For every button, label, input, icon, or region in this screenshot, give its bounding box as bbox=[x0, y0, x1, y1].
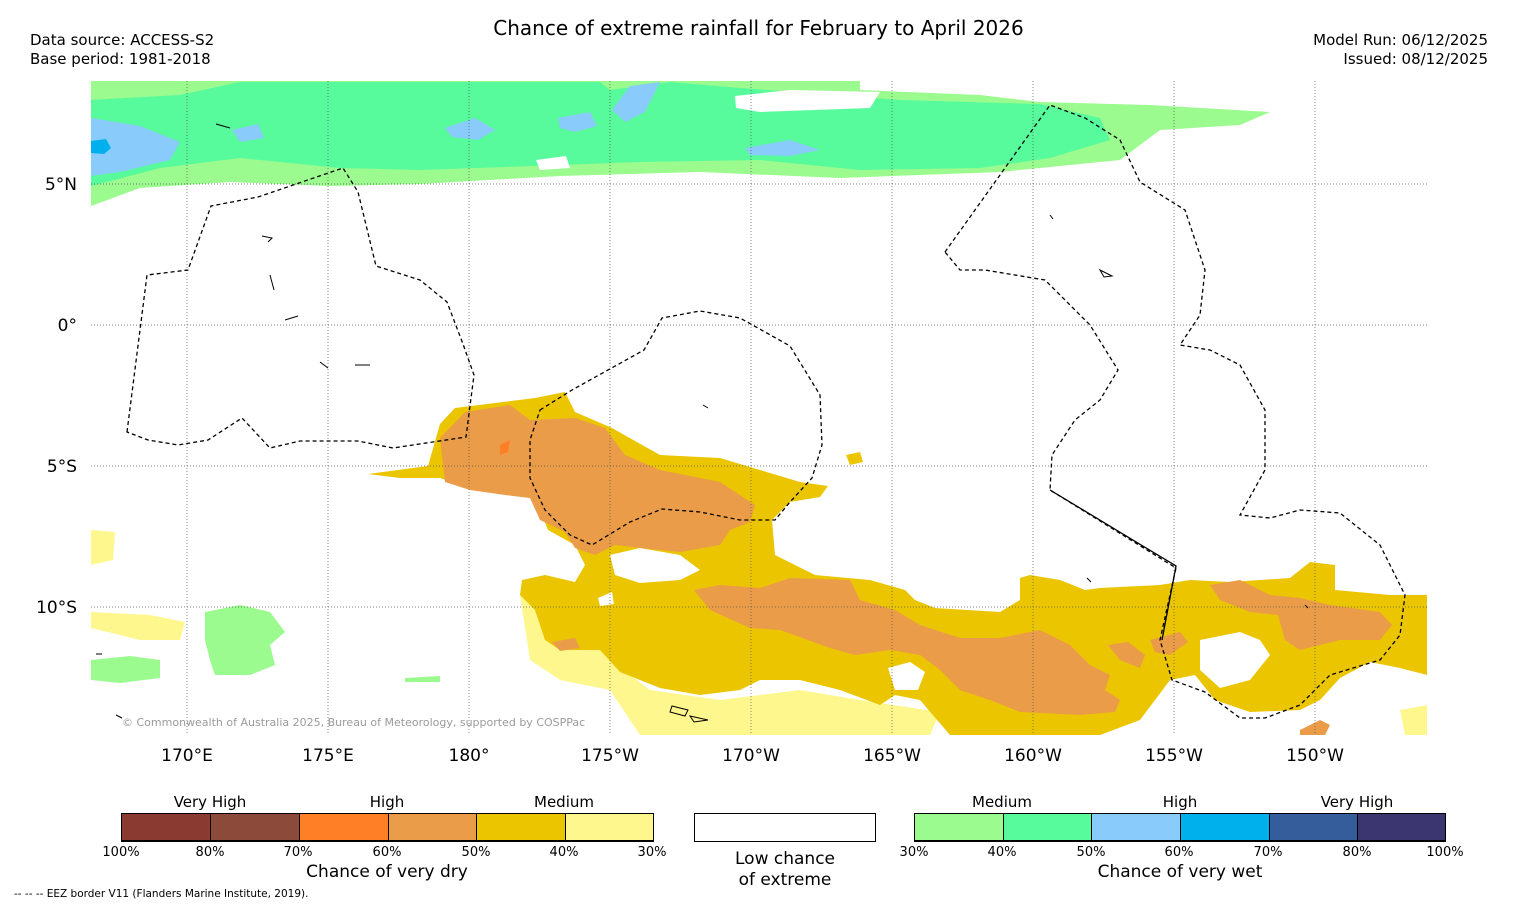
lon-label: 175°W bbox=[581, 746, 639, 766]
base-period-label: Base period: 1981-2018 bbox=[30, 50, 211, 68]
wet-tick: 30% bbox=[899, 845, 929, 860]
border-line bbox=[1049, 489, 1177, 641]
lon-label: 170°E bbox=[161, 746, 213, 766]
wet-tick: 50% bbox=[1076, 845, 1106, 860]
wet-band-region bbox=[91, 81, 1270, 206]
lon-label: 180° bbox=[448, 746, 490, 766]
wet-group-very-high: Very High bbox=[1320, 793, 1394, 811]
dry-tick: 80% bbox=[195, 845, 225, 860]
low-chance-caption-1: Low chance bbox=[735, 849, 835, 869]
lat-label: 0° bbox=[57, 316, 77, 336]
dry-caption: Chance of very dry bbox=[306, 862, 468, 882]
dry-swatch-2 bbox=[210, 813, 299, 841]
dry-region bbox=[91, 392, 1427, 735]
dry-tick: 60% bbox=[372, 845, 402, 860]
wet-swatch-1 bbox=[914, 813, 1003, 841]
low-chance-caption-2: of extreme bbox=[738, 870, 832, 890]
eez-borders bbox=[126, 104, 1406, 719]
issued-label: Issued: 08/12/2025 bbox=[1343, 50, 1488, 68]
lon-label: 155°W bbox=[1145, 746, 1203, 766]
map-title: Chance of extreme rainfall for February … bbox=[493, 16, 1024, 40]
wet-group-medium: Medium bbox=[972, 793, 1032, 811]
model-run-label: Model Run: 06/12/2025 bbox=[1313, 31, 1488, 49]
wet-swatch-5 bbox=[1269, 813, 1357, 841]
dry-swatch-4 bbox=[388, 813, 476, 841]
wet-swatch-4 bbox=[1180, 813, 1269, 841]
dry-group-very-high: Very High bbox=[173, 793, 247, 811]
wet-tick: 40% bbox=[987, 845, 1017, 860]
copyright-notice: © Commonwealth of Australia 2025, Bureau… bbox=[122, 716, 586, 729]
dry-tick: 100% bbox=[102, 845, 140, 860]
dry-swatch-1 bbox=[121, 813, 210, 841]
data-source-label: Data source: ACCESS-S2 bbox=[30, 31, 215, 49]
lon-label: 150°W bbox=[1286, 746, 1344, 766]
lon-label: 175°E bbox=[302, 746, 354, 766]
wet-tick: 60% bbox=[1164, 845, 1194, 860]
dry-swatch-5 bbox=[476, 813, 565, 841]
dry-group-high: High bbox=[369, 793, 405, 811]
lon-label: 160°W bbox=[1004, 746, 1062, 766]
eez-border-note: -- -- -- EEZ border V11 (Flanders Marine… bbox=[14, 888, 309, 900]
wet-patches-southwest bbox=[91, 605, 440, 683]
map-plot-area bbox=[91, 81, 1427, 735]
dry-swatch-3 bbox=[299, 813, 388, 841]
dry-tick: 50% bbox=[461, 845, 491, 860]
dry-tick: 30% bbox=[637, 845, 667, 860]
dry-tick: 40% bbox=[549, 845, 579, 860]
wet-caption: Chance of very wet bbox=[1097, 862, 1263, 882]
islands bbox=[96, 123, 1309, 723]
wet-tick: 70% bbox=[1253, 845, 1283, 860]
dry-swatch-6 bbox=[565, 813, 654, 841]
lat-label: 10°S bbox=[36, 598, 77, 618]
dry-tick: 70% bbox=[283, 845, 313, 860]
dry-group-medium: Medium bbox=[534, 793, 594, 811]
low-chance-swatch bbox=[694, 813, 876, 842]
lon-label: 170°W bbox=[722, 746, 780, 766]
wet-tick: 100% bbox=[1426, 845, 1464, 860]
graticule bbox=[91, 81, 1427, 735]
lat-label: 5°N bbox=[44, 175, 77, 195]
wet-group-high: High bbox=[1162, 793, 1198, 811]
wet-tick: 80% bbox=[1342, 845, 1372, 860]
wet-swatch-2 bbox=[1003, 813, 1091, 841]
lon-label: 165°W bbox=[863, 746, 921, 766]
wet-swatch-3 bbox=[1091, 813, 1180, 841]
wet-swatch-6 bbox=[1357, 813, 1446, 841]
lat-label: 5°S bbox=[46, 457, 77, 477]
